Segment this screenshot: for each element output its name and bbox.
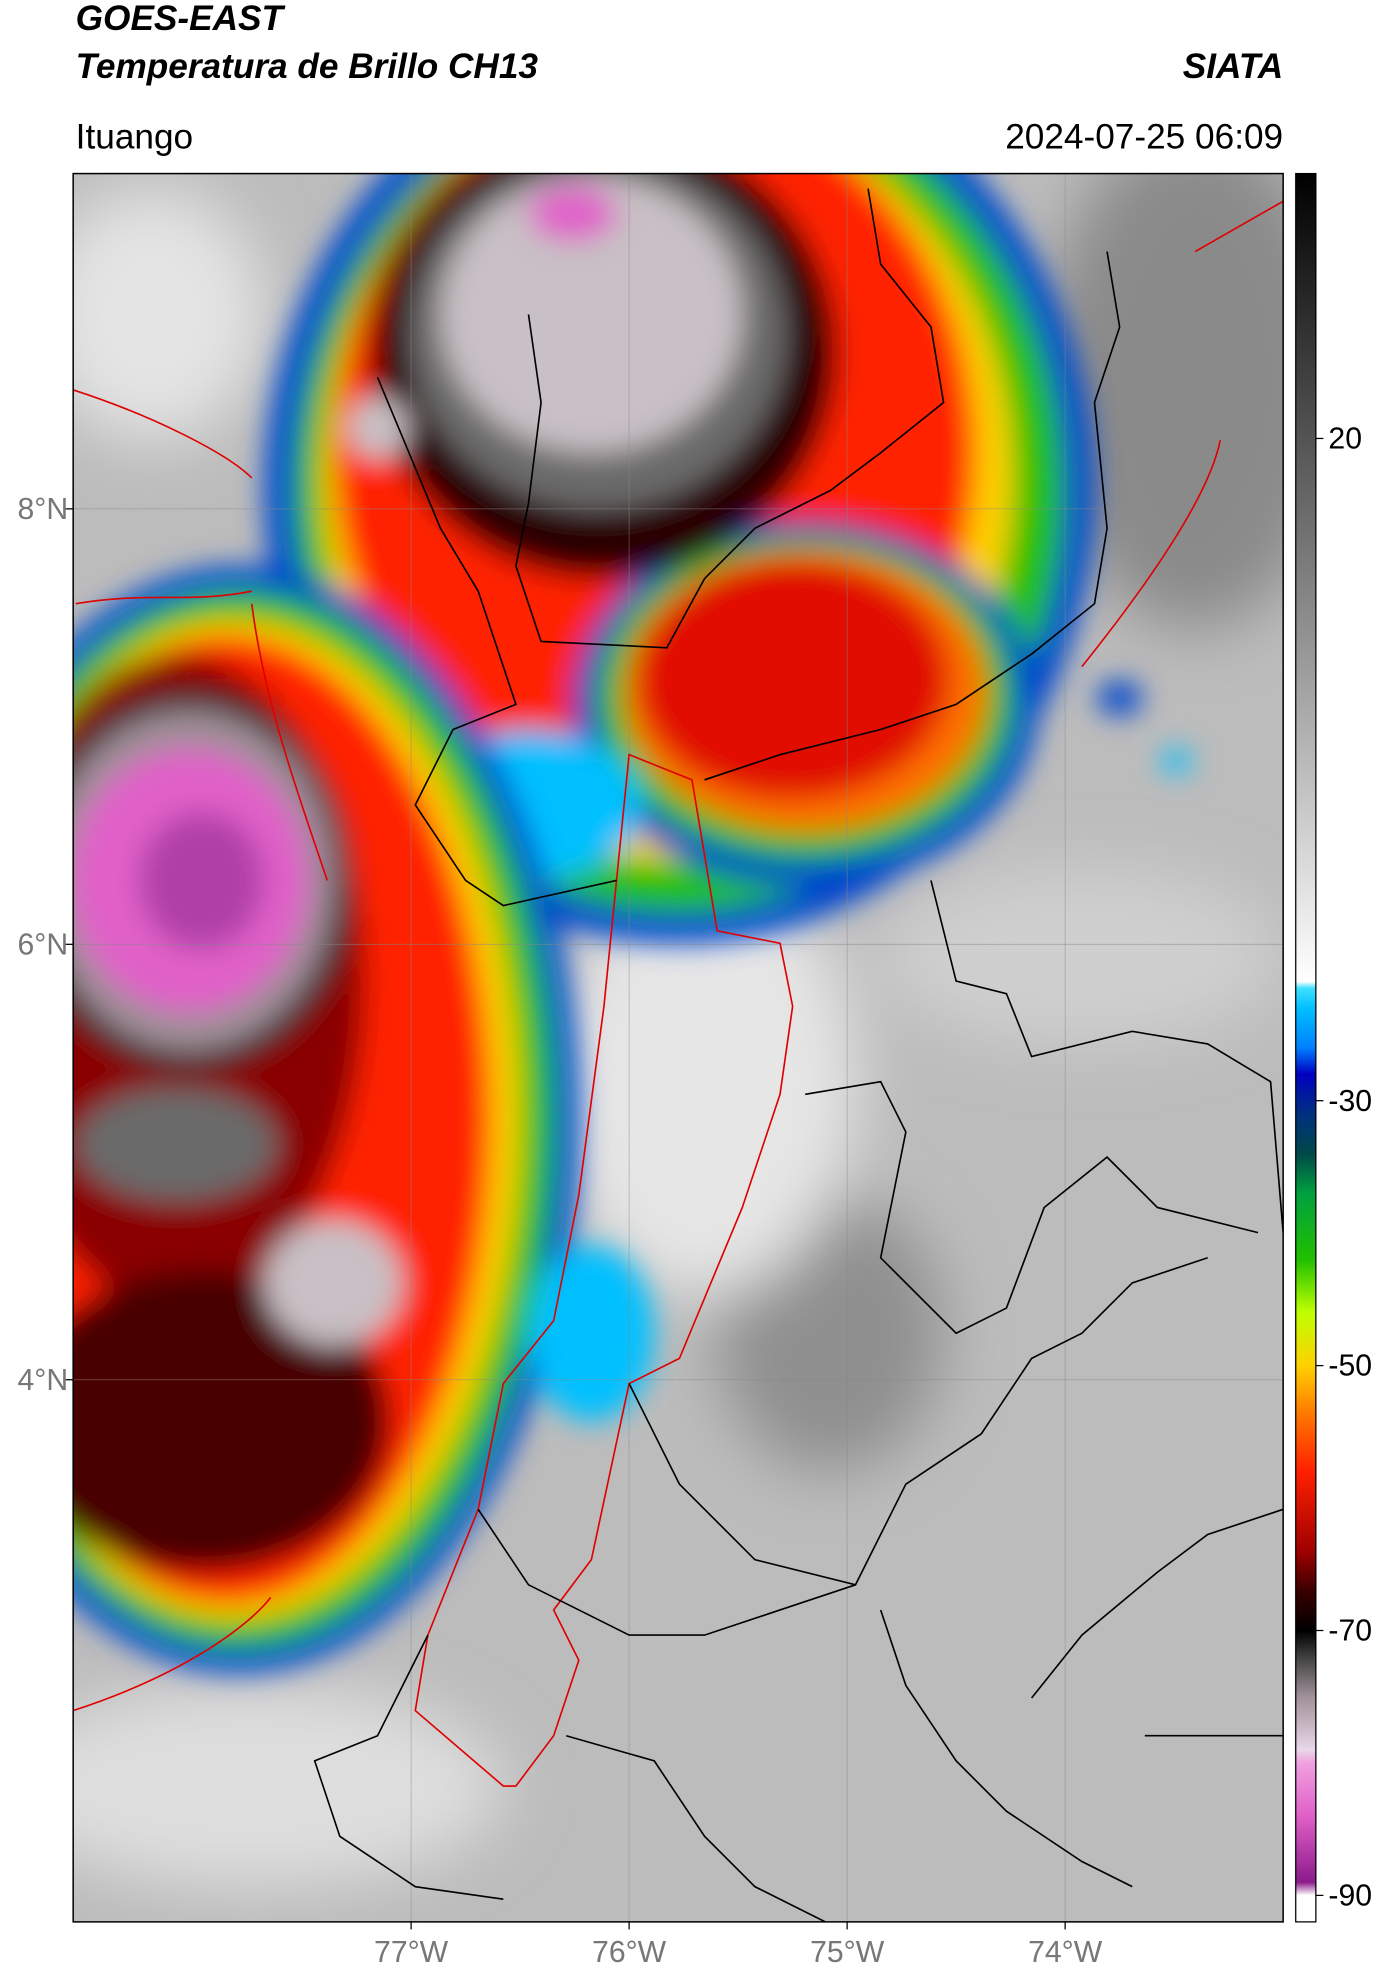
colorbar [1295,172,1317,1923]
x-tick-label: 75°W [810,1936,885,1969]
location: Ituango [76,117,193,156]
y-tick-label: 4°N [18,1364,69,1397]
satellite-image [73,173,1284,1922]
x-tick-label: 76°W [592,1936,667,1969]
datetime: 2024-07-25 06:09 [1005,117,1283,156]
y-tick-label: 8°N [18,493,69,526]
subtitle: Temperatura de Brillo CH13 [76,47,539,86]
x-tick-label: 74°W [1028,1936,1103,1969]
title: GOES-EAST [76,0,286,38]
colorbar-tick-label: -90 [1328,1879,1372,1912]
y-tick-label: 6°N [18,928,69,961]
map-frame [72,172,1284,1923]
colorbar-tick-label: -70 [1328,1615,1372,1648]
x-tick-label: 77°W [374,1936,449,1969]
colorbar-tick-label: -30 [1328,1085,1372,1118]
colorbar-tick-label: 20 [1328,423,1362,456]
colorbar-tick-label: -50 [1328,1350,1372,1383]
agency: SIATA [1183,47,1283,86]
